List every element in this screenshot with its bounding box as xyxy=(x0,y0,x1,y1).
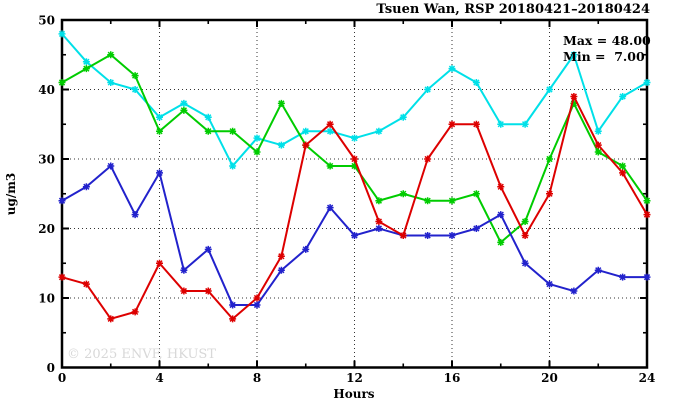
y-tick-label: 20 xyxy=(38,222,55,236)
y-tick-label: 30 xyxy=(38,153,55,167)
y-tick-label: 0 xyxy=(47,361,55,375)
chart-series-red xyxy=(61,95,648,320)
x-tick-label: 12 xyxy=(346,371,363,385)
x-tick-label: 0 xyxy=(58,371,66,385)
max-annotation: Max = 48.00 xyxy=(563,33,651,48)
tick-labels: 0 10 20 30 40 50 0 4 8 12 16 20 24 xyxy=(38,14,655,386)
tick-marks xyxy=(61,19,648,369)
x-tick-label: 16 xyxy=(444,371,461,385)
data-point-markers-green xyxy=(58,51,651,246)
x-tick-label: 20 xyxy=(541,371,558,385)
y-tick-label: 50 xyxy=(38,14,55,28)
x-tick-label: 24 xyxy=(639,371,656,385)
min-annotation: Min = 7.00 xyxy=(563,49,645,64)
data-point-markers-cyan xyxy=(58,30,651,170)
series-layer xyxy=(58,30,651,323)
watermark: © 2025 ENVF, HKUST xyxy=(67,347,216,362)
data-point-markers-blue xyxy=(58,162,651,309)
data-point-markers-red xyxy=(58,92,651,323)
grid-layer xyxy=(62,20,647,368)
x-axis-label: Hours xyxy=(333,387,374,401)
x-tick-label: 4 xyxy=(155,371,163,385)
chart-series-cyan xyxy=(61,32,648,167)
y-tick-label: 40 xyxy=(38,83,55,97)
y-tick-label: 10 xyxy=(38,292,55,306)
x-tick-label: 8 xyxy=(253,371,261,385)
chart-title: Tsuen Wan, RSP 20180421–20180424 xyxy=(376,2,650,17)
y-axis-label: ug/m3 xyxy=(4,173,18,216)
